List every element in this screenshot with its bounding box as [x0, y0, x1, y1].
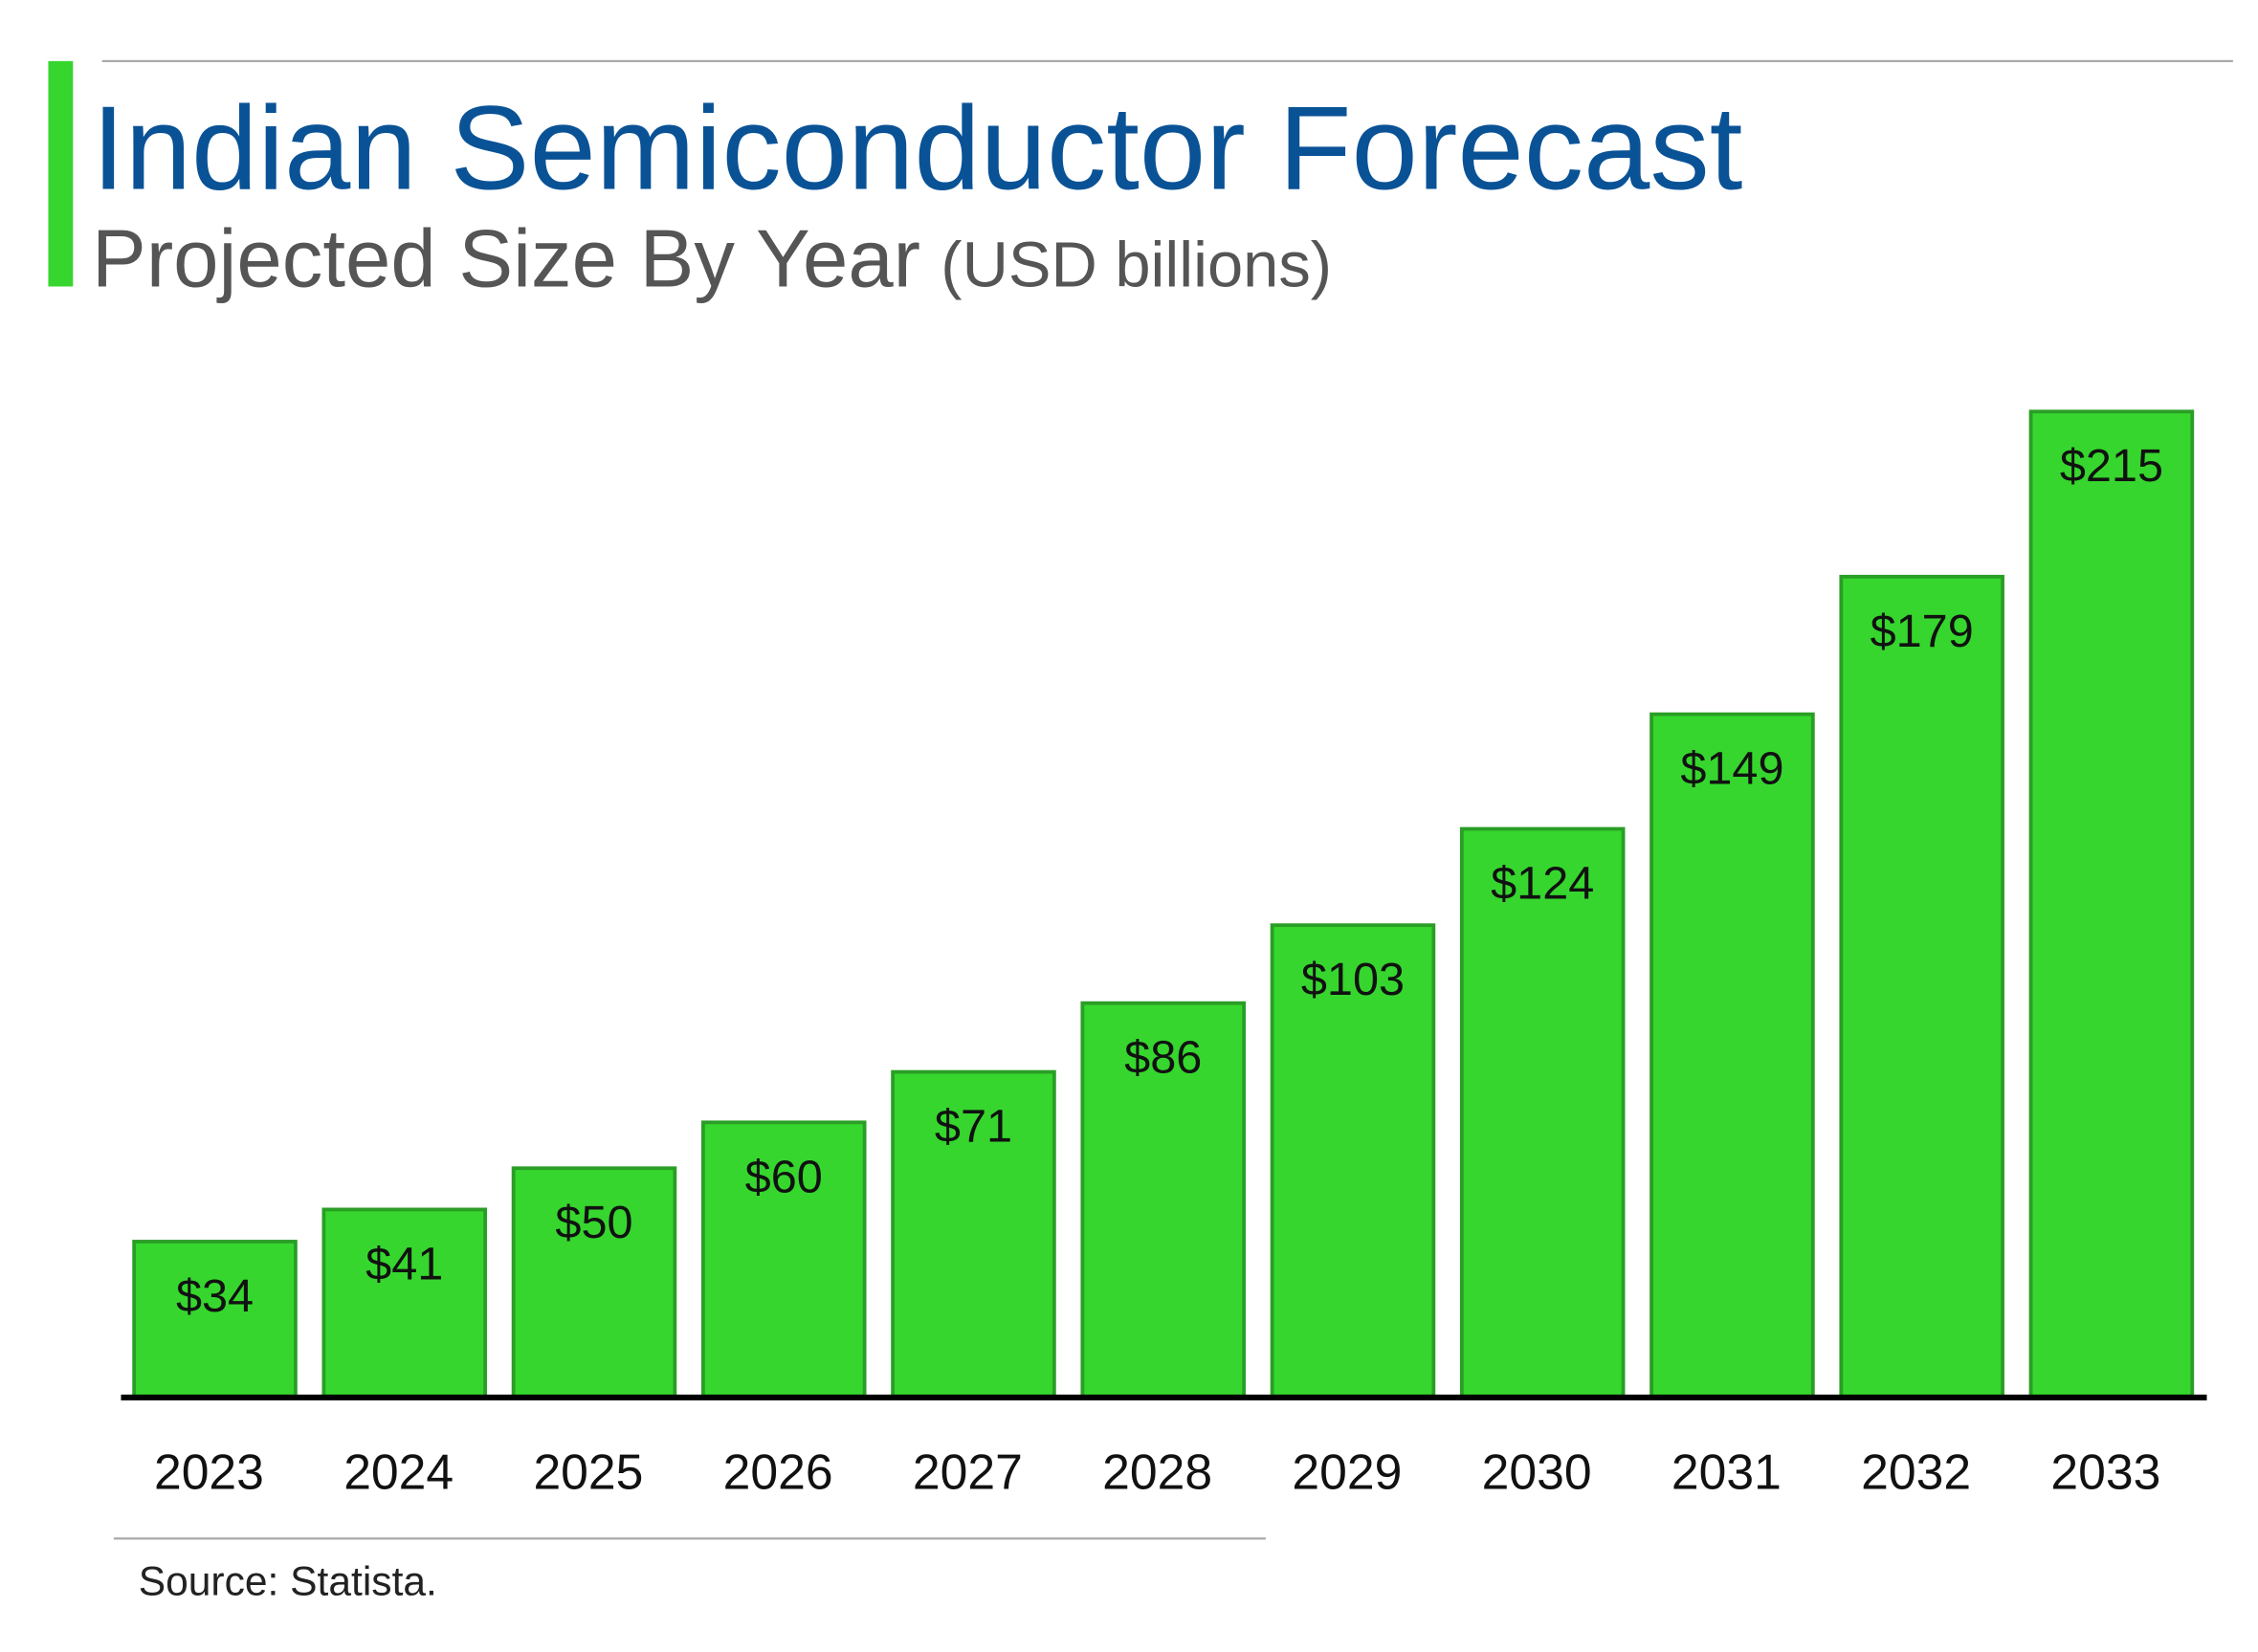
source: Source: Statista.: [139, 1559, 437, 1605]
bar: [700, 1120, 867, 1399]
x-tick-label: 2027: [913, 1444, 1023, 1500]
accent-bar: [48, 60, 74, 287]
bar: [511, 1166, 677, 1399]
bar: [1459, 826, 1626, 1399]
subtitle-text: Projected Size By Year: [92, 213, 920, 304]
bar: [1080, 1001, 1246, 1399]
value-label: $103: [1301, 954, 1405, 1005]
chart-title: Indian Semiconductor Forecast: [92, 82, 1742, 215]
bar: [1649, 712, 1815, 1399]
x-tick-label: 2033: [2050, 1444, 2160, 1500]
x-tick-label: 2032: [1861, 1444, 1971, 1500]
subtitle: Projected Size By Year (USD billions): [92, 213, 1332, 304]
value-label: $71: [935, 1101, 1012, 1153]
x-tick-label: 2023: [154, 1444, 264, 1500]
x-tick-label: 2028: [1102, 1444, 1212, 1500]
bar: [321, 1207, 488, 1399]
x-tick-label: 2026: [723, 1444, 833, 1500]
value-label: $50: [555, 1197, 632, 1248]
bar: [132, 1240, 298, 1399]
bar: [2028, 409, 2195, 1399]
bar: [891, 1069, 1056, 1399]
x-tick-label: 2031: [1671, 1444, 1782, 1500]
value-label: $60: [745, 1151, 823, 1202]
value-label: $34: [176, 1270, 254, 1322]
x-tick-label: 2030: [1482, 1444, 1592, 1500]
value-label: $124: [1491, 857, 1594, 909]
bar: [1839, 574, 2004, 1399]
unit-text: (USD billions): [941, 229, 1332, 300]
x-tick-label: 2025: [533, 1444, 643, 1500]
value-label: $149: [1680, 743, 1783, 795]
value-label: $86: [1124, 1032, 1202, 1084]
value-label: $179: [1871, 606, 1974, 657]
x-tick-label: 2024: [343, 1444, 454, 1500]
value-label: $215: [2060, 440, 2163, 492]
x-tick-label: 2029: [1292, 1444, 1402, 1500]
bar: [1270, 923, 1436, 1399]
value-label: $41: [365, 1238, 443, 1289]
